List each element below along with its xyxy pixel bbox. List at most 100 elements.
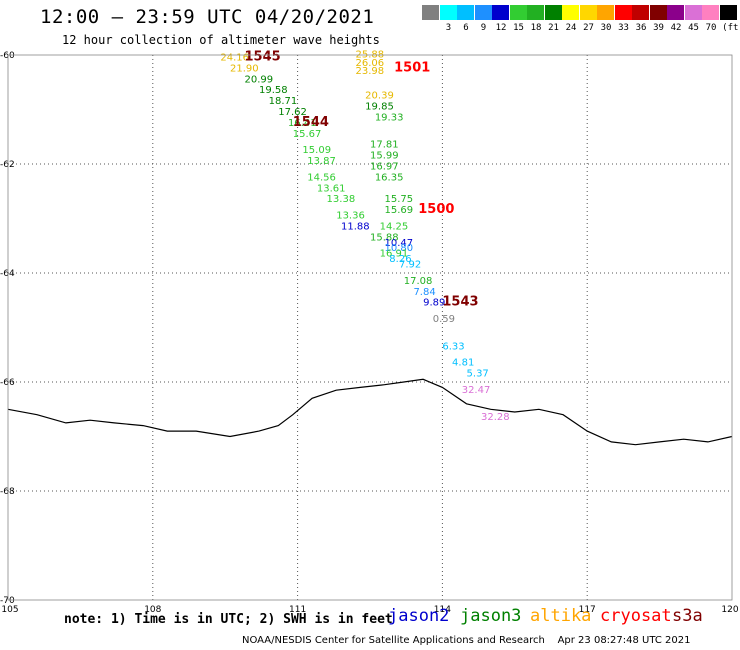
wave-height-label: 19.33 xyxy=(375,112,404,123)
legend-swatch xyxy=(579,5,597,20)
wave-height-label: 21.90 xyxy=(230,63,259,74)
legend-unit: (ft) xyxy=(722,23,740,33)
lon-tick-label: 111 xyxy=(289,605,306,615)
lat-tick-label: -64 xyxy=(0,269,15,279)
legend-swatch xyxy=(422,5,439,20)
wave-height-label: 18.71 xyxy=(269,96,298,107)
wave-height-label: 19.85 xyxy=(365,102,394,113)
legend-swatch xyxy=(474,5,492,20)
wave-height-label: 7.92 xyxy=(399,260,421,271)
wave-height-label: 13.36 xyxy=(336,211,365,222)
wave-height-label: 24.16 xyxy=(220,52,249,63)
wave-height-labels: 24.1621.9020.9919.5818.7117.6216.4115.67… xyxy=(220,50,509,423)
legend-swatch xyxy=(439,5,457,20)
pass-time-label: 1543 xyxy=(442,295,478,310)
legend-label: 45 xyxy=(688,23,699,33)
map-frame xyxy=(7,54,733,601)
legend-label: 9 xyxy=(480,23,487,33)
wave-height-label: 13.38 xyxy=(327,194,356,205)
page-subtitle: 12 hour collection of altimeter wave hei… xyxy=(62,33,380,47)
wave-height-label: 17.81 xyxy=(370,140,399,151)
satellite-jason2: jason2 xyxy=(388,606,450,626)
satellite-cryosat: cryosat xyxy=(600,606,672,626)
legend-swatch xyxy=(562,5,579,20)
wave-height-label: 17.08 xyxy=(404,276,433,287)
wave-height-label: 23.98 xyxy=(356,66,385,77)
legend-swatch xyxy=(597,5,614,20)
wave-height-label: 5.37 xyxy=(467,369,489,380)
satellite-altika: altika xyxy=(530,606,592,626)
wave-height-label: 19.58 xyxy=(259,85,288,96)
wave-height-label: 15.67 xyxy=(293,129,322,140)
legend-label: 21 xyxy=(548,23,559,33)
legend-label: 24 xyxy=(565,23,577,33)
lat-tick-label: -70 xyxy=(0,596,15,606)
wave-height-label: 13.61 xyxy=(317,183,346,194)
wave-height-label: 15.75 xyxy=(384,194,413,205)
pass-time-label: 1545 xyxy=(245,49,281,64)
lon-tick-label: 105 xyxy=(1,605,18,615)
axis-tick-labels: 105 108 111 114 117 120 -60 -62 -64 -66 -68 -70 xyxy=(0,51,739,615)
satellite-s3a: s3a xyxy=(672,606,703,626)
credit-text: NOAA/NESDIS Center for Satellite Applica… xyxy=(242,635,545,646)
legend-label: 39 xyxy=(653,23,664,33)
legend-swatch xyxy=(509,5,527,20)
wave-height-label: 16.91 xyxy=(380,249,409,260)
page-title: 12:00 – 23:59 UTC 04/20/2021 xyxy=(40,6,375,28)
wave-height-label: 4.81 xyxy=(452,358,474,369)
lon-tick-label: 120 xyxy=(721,605,738,615)
pass-time-label: 1500 xyxy=(418,202,454,217)
legend-swatch xyxy=(527,5,544,20)
footer-credit: NOAA/NESDIS Center for Satellite Applica… xyxy=(242,635,691,646)
legend-label: 12 xyxy=(495,23,507,33)
wave-height-label: 20.39 xyxy=(365,91,394,102)
wave-height-label: 9.89 xyxy=(423,298,445,309)
legend-label: 36 xyxy=(635,23,647,33)
wave-height-label: 15.09 xyxy=(302,145,331,156)
legend-swatch xyxy=(684,5,702,20)
legend-swatch xyxy=(667,5,684,20)
pass-time-label: 1501 xyxy=(394,60,430,75)
wave-height-label: 32.28 xyxy=(481,412,510,423)
map-grid xyxy=(8,55,732,600)
satellite-jason3: jason3 xyxy=(460,606,522,626)
wave-height-label: 14.25 xyxy=(380,221,409,232)
legend-label: 33 xyxy=(618,23,629,33)
lat-tick-label: -68 xyxy=(0,487,15,497)
legend-swatch xyxy=(614,5,632,20)
wave-height-label: 26.06 xyxy=(356,58,385,69)
legend-swatch xyxy=(544,5,562,20)
wave-height-label: 14.56 xyxy=(307,172,336,183)
footer-note: note: 1) Time is in UTC; 2) SWH is in fe… xyxy=(64,612,393,627)
pass-time-label: 1544 xyxy=(293,115,329,130)
legend-label: 6 xyxy=(463,23,469,33)
wave-height-label: 7.84 xyxy=(413,287,435,298)
wave-height-label: 16.41 xyxy=(288,118,317,129)
wave-height-label: 15.88 xyxy=(370,232,399,243)
legend-label: 15 xyxy=(513,23,524,33)
lon-tick-label: 114 xyxy=(434,605,451,615)
lon-tick-label: 108 xyxy=(144,605,161,615)
wave-height-label: 17.62 xyxy=(278,107,307,118)
legend-swatch xyxy=(457,5,474,20)
wave-height-label: 13.87 xyxy=(307,156,336,167)
legend-label: 70 xyxy=(705,23,717,33)
legend-label: 27 xyxy=(583,23,594,33)
legend-swatch xyxy=(719,5,737,20)
lat-tick-label: -62 xyxy=(0,160,15,170)
wave-height-label: 10.80 xyxy=(384,243,413,254)
wave-height-label: 0.59 xyxy=(433,314,455,325)
legend-swatch xyxy=(649,5,667,20)
legend-label: 3 xyxy=(445,23,452,33)
wave-height-label: 32.47 xyxy=(462,385,491,396)
legend-swatch xyxy=(632,5,649,20)
legend-label: 18 xyxy=(530,23,542,33)
legend-swatch xyxy=(492,5,509,20)
wave-height-label: 16.35 xyxy=(375,172,404,183)
legend-label: 30 xyxy=(600,23,612,33)
wave-height-label: 8.26 xyxy=(389,254,411,265)
coastline xyxy=(7,378,733,446)
lat-tick-label: -60 xyxy=(0,51,15,61)
lon-tick-label: 117 xyxy=(579,605,596,615)
